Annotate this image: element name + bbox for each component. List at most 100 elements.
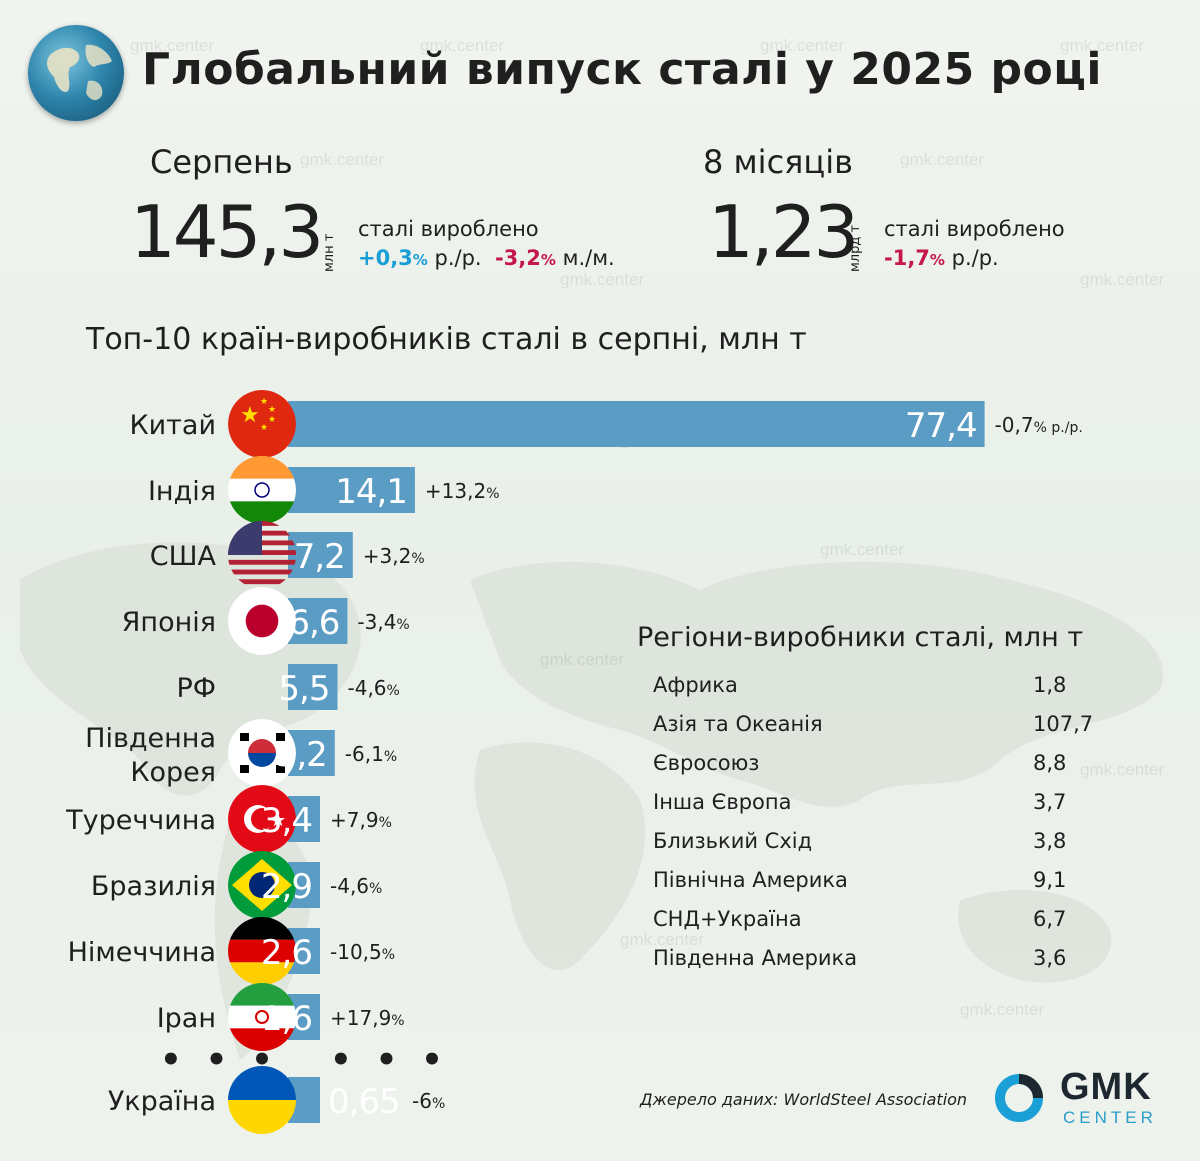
change-value: +13,2 — [425, 479, 486, 503]
germany-flag-icon — [228, 917, 296, 985]
watermark: gmk.center — [820, 540, 905, 559]
country-label-line: Південна — [85, 723, 216, 754]
country-label-line: РФ — [176, 673, 216, 704]
iran-flag-icon — [228, 983, 296, 1051]
region-row: Азія та Океанія 107,7 — [653, 712, 1093, 742]
watermark: gmk.center — [420, 36, 505, 55]
change-value: -4,6 — [348, 676, 387, 700]
country-label: Іран — [157, 1003, 216, 1034]
india-flag-icon — [228, 456, 296, 524]
period-total-value: 1,23 — [708, 190, 859, 274]
period-label: 8 місяців — [703, 143, 853, 181]
country-label: США — [150, 541, 217, 572]
pct-sign: % — [382, 947, 395, 963]
bar-value-label: 2,9 — [261, 867, 312, 907]
country-label-line: Корея — [130, 757, 216, 788]
bar-change-label: -4,6% — [348, 676, 400, 700]
star: ★ — [268, 405, 276, 415]
watermark: gmk.center — [540, 650, 625, 669]
list-ellipsis-right: • • • — [330, 1040, 449, 1080]
change-value: -0,7 — [995, 413, 1034, 437]
bar-change-label: -3,4% — [357, 610, 409, 634]
star: ★ — [268, 415, 276, 425]
watermark: gmk.center — [300, 150, 385, 169]
country-label-line: США — [150, 541, 217, 572]
bar-value-label: 6,6 — [288, 603, 339, 643]
region-value: 8,8 — [1033, 751, 1067, 775]
bar-value-label: 5,2 — [276, 735, 327, 775]
brazil-flag-icon — [228, 851, 296, 919]
watermark: gmk.center — [900, 150, 985, 169]
bar — [288, 598, 348, 644]
region-row: Близький Схід 3,8 — [653, 829, 1083, 859]
country-label: Японія — [122, 607, 216, 638]
country-label-line: Україна — [108, 1086, 216, 1117]
month-text: сталі вироблено — [358, 217, 539, 241]
bar-change-label: +17,9% — [330, 1006, 405, 1030]
country-label-line: Бразилія — [91, 871, 216, 902]
pct-sign: % — [411, 551, 424, 567]
region-value: 1,8 — [1033, 673, 1067, 697]
country-label-line: Туреччина — [65, 805, 216, 836]
bar-value-label: 7,2 — [294, 537, 345, 577]
south-korea-flag-icon — [228, 719, 296, 787]
bar-change-label: -6,1% — [345, 742, 397, 766]
region-value: 9,1 — [1033, 868, 1067, 892]
gmk-logo-icon — [995, 1074, 1043, 1122]
bar-change-label: -6% — [412, 1089, 445, 1113]
region-row: СНД+Україна 6,7 — [653, 907, 1083, 937]
region-name: Південна Америка — [653, 946, 858, 970]
region-name: Азія та Океанія — [653, 712, 823, 736]
watermark: gmk.center — [760, 36, 845, 55]
change-value: -10,5 — [330, 940, 382, 964]
month-yoy-suffix: р./р. — [434, 246, 482, 270]
bar-change-label: -10,5% — [330, 940, 395, 964]
region-row: Північна Америка 9,1 — [653, 868, 1083, 898]
change-value: +7,9 — [330, 808, 379, 832]
month-total-value: 145,3 — [130, 190, 324, 274]
month-changes: +0,3% р./р. -3,2% м./м. — [358, 246, 615, 270]
period-yoy-value: -1,7 — [884, 246, 930, 270]
pct-sign: % — [540, 251, 556, 269]
china-flag-icon: ★★★★★ — [228, 390, 296, 458]
change-value: -3,4 — [357, 610, 396, 634]
turkey-flag-icon: ★ — [228, 785, 296, 853]
change-value: +17,9 — [330, 1006, 391, 1030]
region-value: 6,7 — [1033, 907, 1067, 931]
region-row: Південна Америка 3,6 — [653, 946, 1083, 976]
country-label: Німеччина — [68, 937, 216, 968]
pct-sign: % — [1034, 420, 1047, 436]
bar — [288, 532, 353, 578]
watermark: gmk.center — [130, 36, 215, 55]
gmk-logo-text: GMK — [1060, 1066, 1152, 1108]
month-mom-value: -3,2 — [494, 246, 541, 270]
country-label: РФ — [176, 673, 216, 704]
source-note: Джерело даних: WorldSteel Association — [640, 1090, 968, 1109]
bar-change-label: -0,7% р./р. — [995, 413, 1083, 437]
regions-title: Регіони-виробники сталі, млн т — [637, 622, 1084, 653]
usa-flag-icon — [228, 521, 296, 585]
month-mom-suffix: м./м. — [562, 246, 615, 270]
region-value: 3,8 — [1033, 829, 1067, 853]
period-unit: млрд т — [848, 224, 863, 272]
globe-icon — [28, 25, 124, 121]
pct-sign: % — [396, 617, 409, 633]
period-text: сталі вироблено — [884, 217, 1065, 241]
region-value: 3,7 — [1033, 790, 1067, 814]
star: ★ — [260, 423, 268, 433]
month-label: Серпень — [150, 143, 293, 181]
star: ★ — [240, 403, 260, 428]
chart-title: Топ-10 країн-виробників сталі в серпні, … — [86, 322, 807, 357]
pct-sign: % — [379, 815, 392, 831]
bar-value-label: 0,65 — [328, 1082, 400, 1122]
change-value: -6,1 — [345, 742, 384, 766]
region-row: Інша Європа 3,7 — [653, 790, 1083, 820]
japan-flag-icon — [228, 587, 296, 655]
region-name: Африка — [653, 673, 738, 697]
country-label: Південна Корея — [85, 723, 216, 788]
watermark: gmk.center — [1080, 270, 1165, 289]
country-label-line: Китай — [129, 410, 216, 441]
bar-change-label: +3,2% — [363, 544, 425, 568]
month-unit: млн т — [322, 233, 337, 272]
region-row: Африка 1,8 — [653, 673, 1083, 703]
